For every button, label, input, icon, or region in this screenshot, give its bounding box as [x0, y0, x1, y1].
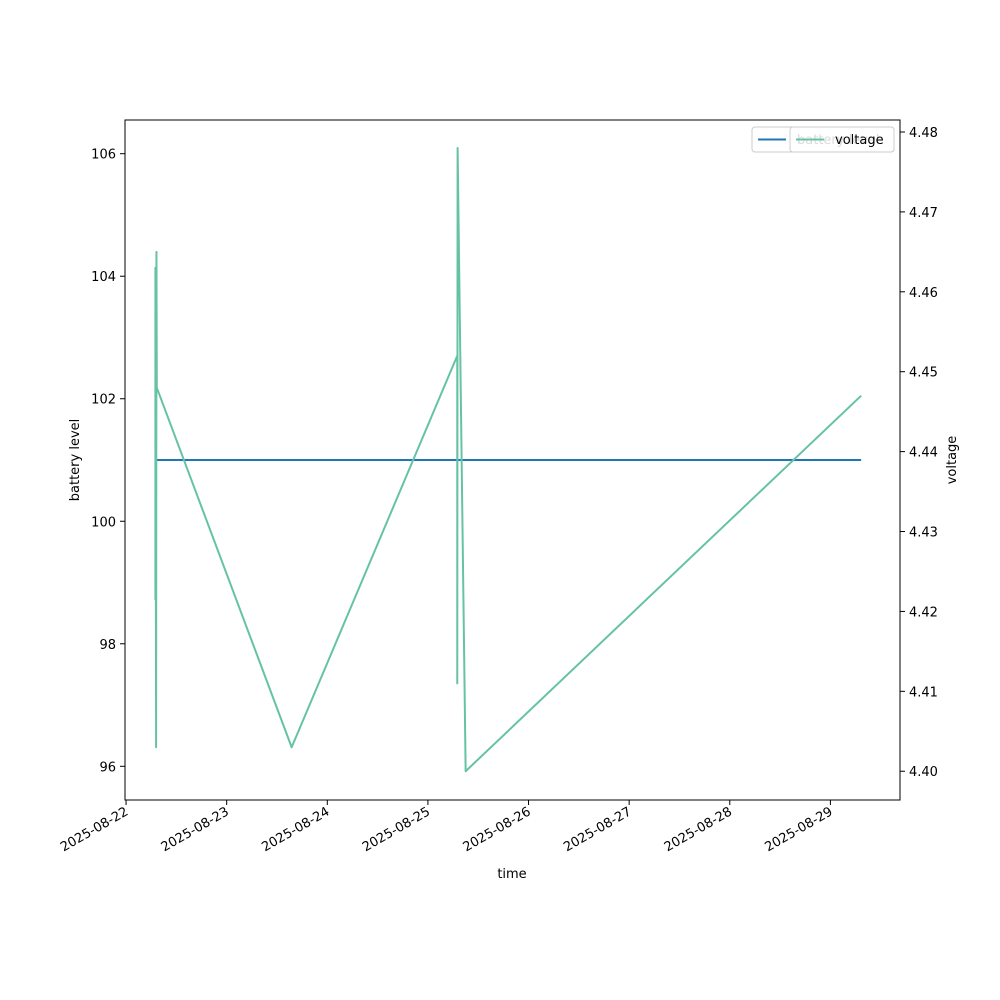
y-axis-label: battery level	[68, 419, 83, 502]
x-axis-label: time	[497, 867, 526, 882]
y-tick-label: 106	[91, 148, 116, 163]
x-tick-label: 2025-08-28	[662, 804, 735, 855]
x-tick-label: 2025-08-29	[762, 804, 835, 855]
y2-tick-label: 4.44	[909, 446, 938, 461]
legend-box	[789, 126, 895, 153]
y2-tick-label: 4.48	[909, 126, 938, 141]
y2-tick-label: 4.47	[909, 206, 938, 221]
y2-tick-label: 4.41	[909, 685, 938, 700]
y2-axis-label: voltage	[945, 436, 960, 485]
y2-tick-label: 4.42	[909, 605, 938, 620]
y2-tick-label: 4.45	[909, 366, 938, 381]
series-layer	[154, 146, 862, 773]
legend-label: voltage	[835, 133, 884, 148]
y2-tick-label: 4.46	[909, 286, 938, 301]
x-tick-label: 2025-08-22	[58, 804, 131, 855]
y-tick-label: 100	[91, 515, 116, 530]
x-tick-label: 2025-08-24	[259, 804, 332, 855]
x-axis: 2025-08-22 2025-08-23 2025-08-24 2025-08-25…	[58, 800, 835, 855]
y-tick-label: 98	[99, 638, 116, 653]
y-tick-label: 102	[91, 393, 116, 408]
y-axis-left: 96 98 100 102 104 106	[91, 148, 125, 775]
y-tick-label: 104	[91, 270, 116, 285]
x-tick-label: 2025-08-25	[360, 804, 433, 855]
y-tick-label: 96	[99, 760, 116, 775]
x-tick-label: 2025-08-23	[159, 804, 232, 855]
series-line-voltage	[154, 146, 862, 773]
y-axis-right: 4.40 4.41 4.42 4.43 4.44 4.45 4.46 4.47 4.48	[900, 126, 938, 780]
x-tick-label: 2025-08-27	[561, 804, 634, 855]
y2-tick-label: 4.40	[909, 765, 938, 780]
y2-tick-label: 4.43	[909, 526, 938, 541]
x-tick-label: 2025-08-26	[461, 804, 534, 855]
plot-frame	[124, 119, 901, 801]
